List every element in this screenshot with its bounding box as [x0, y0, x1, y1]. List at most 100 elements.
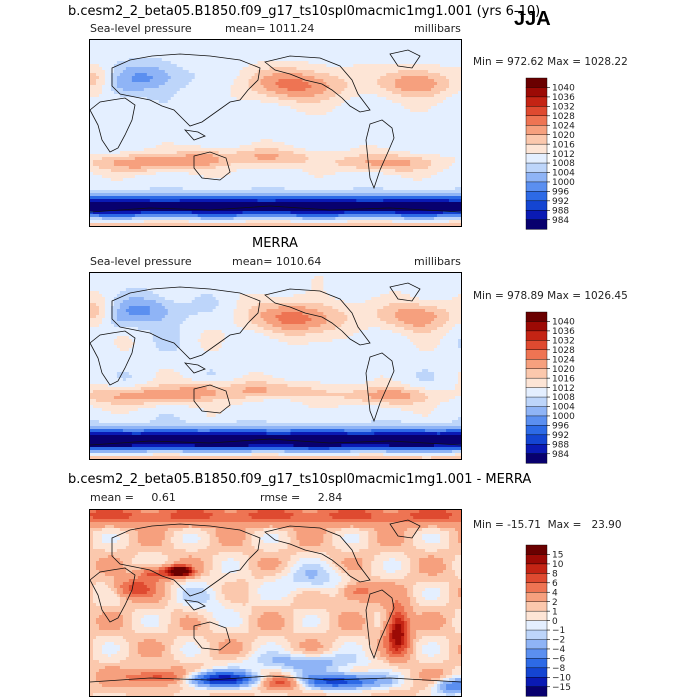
colorbar-tick-label: 1008: [552, 393, 575, 403]
field-cell: [164, 531, 175, 535]
field-cell: [428, 654, 435, 658]
field-cell: [290, 429, 345, 433]
field-cell: [377, 639, 384, 643]
field-cell: [119, 393, 216, 397]
field-cell: [167, 555, 190, 559]
field-cell: [275, 315, 309, 319]
field-cell: [170, 594, 178, 598]
field-cell: [278, 537, 291, 541]
field-cell: [335, 546, 369, 550]
coastline-path: [264, 288, 371, 346]
field-cell: [305, 112, 327, 116]
field-cell: [242, 552, 297, 556]
field-cell: [128, 585, 148, 589]
field-cell: [224, 606, 252, 610]
field-cell: [458, 594, 461, 598]
field-cell: [443, 624, 453, 628]
field-cell: [302, 624, 318, 628]
field-cell: [374, 681, 393, 685]
field-cell: [140, 573, 148, 577]
field-cell: [209, 621, 219, 625]
field-cell: [185, 564, 193, 568]
field-cell: [90, 603, 97, 607]
field-cell: [287, 543, 300, 547]
field-cell: [323, 534, 333, 538]
colorbar-swatch: [525, 582, 548, 593]
field-cell: [90, 193, 461, 197]
field-cell: [242, 67, 270, 71]
field-cell: [90, 276, 315, 280]
field-cell: [407, 555, 429, 559]
field-cell: [383, 621, 390, 625]
field-cell: [410, 561, 420, 565]
field-cell: [284, 333, 306, 337]
field-cell: [431, 321, 447, 325]
colorbar-swatch: [525, 377, 548, 388]
field-cell: [410, 384, 456, 388]
field-cell: [434, 681, 438, 685]
field-cell: [287, 561, 297, 565]
field-cell: [428, 414, 461, 418]
field-cell: [98, 624, 124, 628]
field-cell: [104, 573, 142, 577]
field-cell: [260, 690, 303, 694]
field-cell: [416, 546, 450, 550]
field-cell: [119, 666, 172, 670]
field-cell: [116, 591, 124, 595]
coastline-path: [193, 621, 231, 651]
field-cell: [389, 642, 393, 646]
field-cell: [248, 79, 261, 83]
field-cell: [98, 306, 106, 310]
field-cell: [293, 678, 297, 682]
field-cell: [413, 588, 426, 592]
field-cell: [275, 579, 294, 583]
field-cell: [90, 100, 160, 104]
field-cell: [90, 133, 461, 137]
field-cell: [128, 306, 151, 310]
field-cell: [209, 651, 219, 655]
field-cell: [230, 85, 249, 89]
field-cell: [266, 321, 282, 325]
field-cell: [128, 58, 163, 62]
field-cell: [209, 654, 246, 658]
field-cell: [92, 693, 127, 696]
panel-model-mean: mean= 1011.24: [225, 22, 315, 35]
field-cell: [455, 678, 461, 682]
field-cell: [131, 76, 154, 80]
coastline-path: [389, 282, 421, 302]
field-cell: [194, 687, 207, 691]
field-cell: [149, 79, 169, 83]
field-cell: [290, 555, 330, 559]
field-cell: [389, 558, 396, 562]
field-cell: [338, 624, 363, 628]
field-cell: [431, 687, 438, 691]
field-cell: [389, 615, 393, 619]
field-cell: [90, 645, 94, 649]
field-cell: [173, 639, 207, 643]
field-cell: [401, 612, 408, 616]
field-cell: [308, 342, 414, 346]
field-cell: [356, 675, 387, 679]
field-cell: [90, 600, 94, 604]
field-cell: [311, 318, 327, 322]
field-cell: [212, 154, 255, 158]
field-cell: [290, 432, 348, 436]
field-cell: [90, 690, 181, 694]
field-cell: [224, 175, 315, 179]
field-cell: [98, 420, 151, 424]
field-cell: [104, 315, 112, 319]
field-cell: [383, 642, 390, 646]
field-cell: [329, 573, 339, 577]
field-cell: [170, 588, 178, 592]
field-cell: [212, 615, 240, 619]
field-cell: [90, 115, 461, 119]
field-cell: [90, 552, 139, 556]
field-cell: [101, 540, 118, 544]
field-cell: [449, 600, 461, 604]
field-cell: [296, 531, 327, 535]
field-cell: [293, 621, 303, 625]
field-cell: [362, 561, 372, 565]
field-cell: [338, 309, 378, 313]
field-cell: [191, 300, 219, 304]
field-cell: [206, 687, 240, 691]
